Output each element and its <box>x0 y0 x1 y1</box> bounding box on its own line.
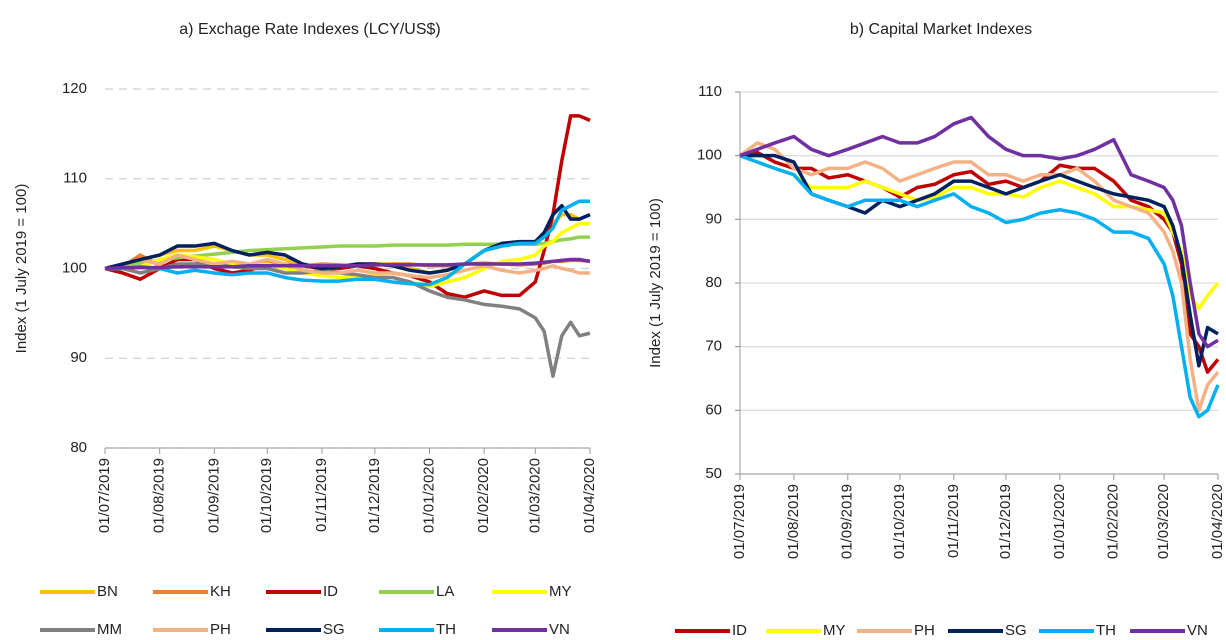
legend-label: MM <box>97 621 122 638</box>
x-tick-label: 01/04/2020 <box>1209 484 1226 559</box>
legend-label: KH <box>210 583 231 600</box>
y-axis-label: Index (1 July 2019 = 100) <box>647 198 664 368</box>
x-tick-label: 01/09/2019 <box>205 458 222 533</box>
series-line <box>104 257 591 271</box>
y-tick-label: 120 <box>62 80 87 97</box>
series-line <box>739 115 1219 349</box>
legend-label: PH <box>914 622 935 639</box>
x-tick-label: 01/03/2020 <box>526 458 543 533</box>
x-tick-label: 01/10/2019 <box>258 458 275 533</box>
x-tick-label: 01/09/2019 <box>839 484 856 559</box>
chart-panel: a) Exchage Rate Indexes (LCY/US$) Index (… <box>13 21 598 638</box>
chart-title: a) Exchage Rate Indexes (LCY/US$) <box>179 21 440 38</box>
legend-label: LA <box>436 583 454 600</box>
y-tick-label: 80 <box>705 274 722 291</box>
legend-label: ID <box>323 583 338 600</box>
y-tick-label: 100 <box>62 259 87 276</box>
y-tick-label: 60 <box>705 401 722 418</box>
y-axis-label: Index (1 July 2019 = 100) <box>13 184 30 354</box>
series-line <box>738 141 1220 413</box>
y-tick-label: 70 <box>705 338 722 355</box>
series-line <box>105 199 590 287</box>
y-tick-label: 110 <box>63 170 87 187</box>
series-line <box>739 154 1220 419</box>
y-tick-label: 90 <box>705 210 722 227</box>
legend-label: VN <box>549 621 570 638</box>
x-tick-label: 01/04/2020 <box>581 458 598 533</box>
y-tick-label: 100 <box>697 147 722 164</box>
series-line <box>105 262 591 378</box>
x-tick-label: 01/12/2019 <box>997 484 1014 559</box>
legend-label: ID <box>732 622 747 639</box>
legend-label: TH <box>436 621 456 638</box>
legend-label: SG <box>323 621 345 638</box>
x-tick-label: 01/08/2019 <box>785 484 802 559</box>
x-tick-label: 01/08/2019 <box>151 458 168 533</box>
legend-label: SG <box>1005 622 1027 639</box>
legend-label: MY <box>823 622 846 639</box>
legend-label: MY <box>549 583 572 600</box>
series-line <box>104 253 590 280</box>
x-tick-label: 01/02/2020 <box>1105 484 1122 559</box>
chart-panel: b) Capital Market Indexes Index (1 July 2… <box>647 21 1226 639</box>
x-tick-label: 01/11/2019 <box>313 458 330 532</box>
legend-label: VN <box>1187 622 1208 639</box>
y-tick-label: 110 <box>698 83 722 100</box>
x-tick-label: 01/12/2019 <box>366 458 383 533</box>
x-tick-label: 01/01/2020 <box>420 458 437 533</box>
y-tick-label: 50 <box>705 465 722 482</box>
series-line <box>105 221 590 289</box>
legend-label: BN <box>97 583 118 600</box>
x-tick-label: 01/11/2019 <box>945 484 962 558</box>
x-tick-label: 01/10/2019 <box>891 484 908 559</box>
x-tick-label: 01/01/2020 <box>1051 484 1068 559</box>
y-tick-label: 90 <box>70 349 87 366</box>
y-tick-label: 80 <box>70 439 87 456</box>
legend-label: TH <box>1096 622 1116 639</box>
x-tick-label: 01/07/2019 <box>96 458 113 533</box>
x-tick-label: 01/03/2020 <box>1155 484 1172 559</box>
chart-title: b) Capital Market Indexes <box>850 21 1032 38</box>
x-tick-label: 01/02/2020 <box>475 458 492 533</box>
x-tick-label: 01/07/2019 <box>731 484 748 559</box>
legend-label: PH <box>210 621 231 638</box>
